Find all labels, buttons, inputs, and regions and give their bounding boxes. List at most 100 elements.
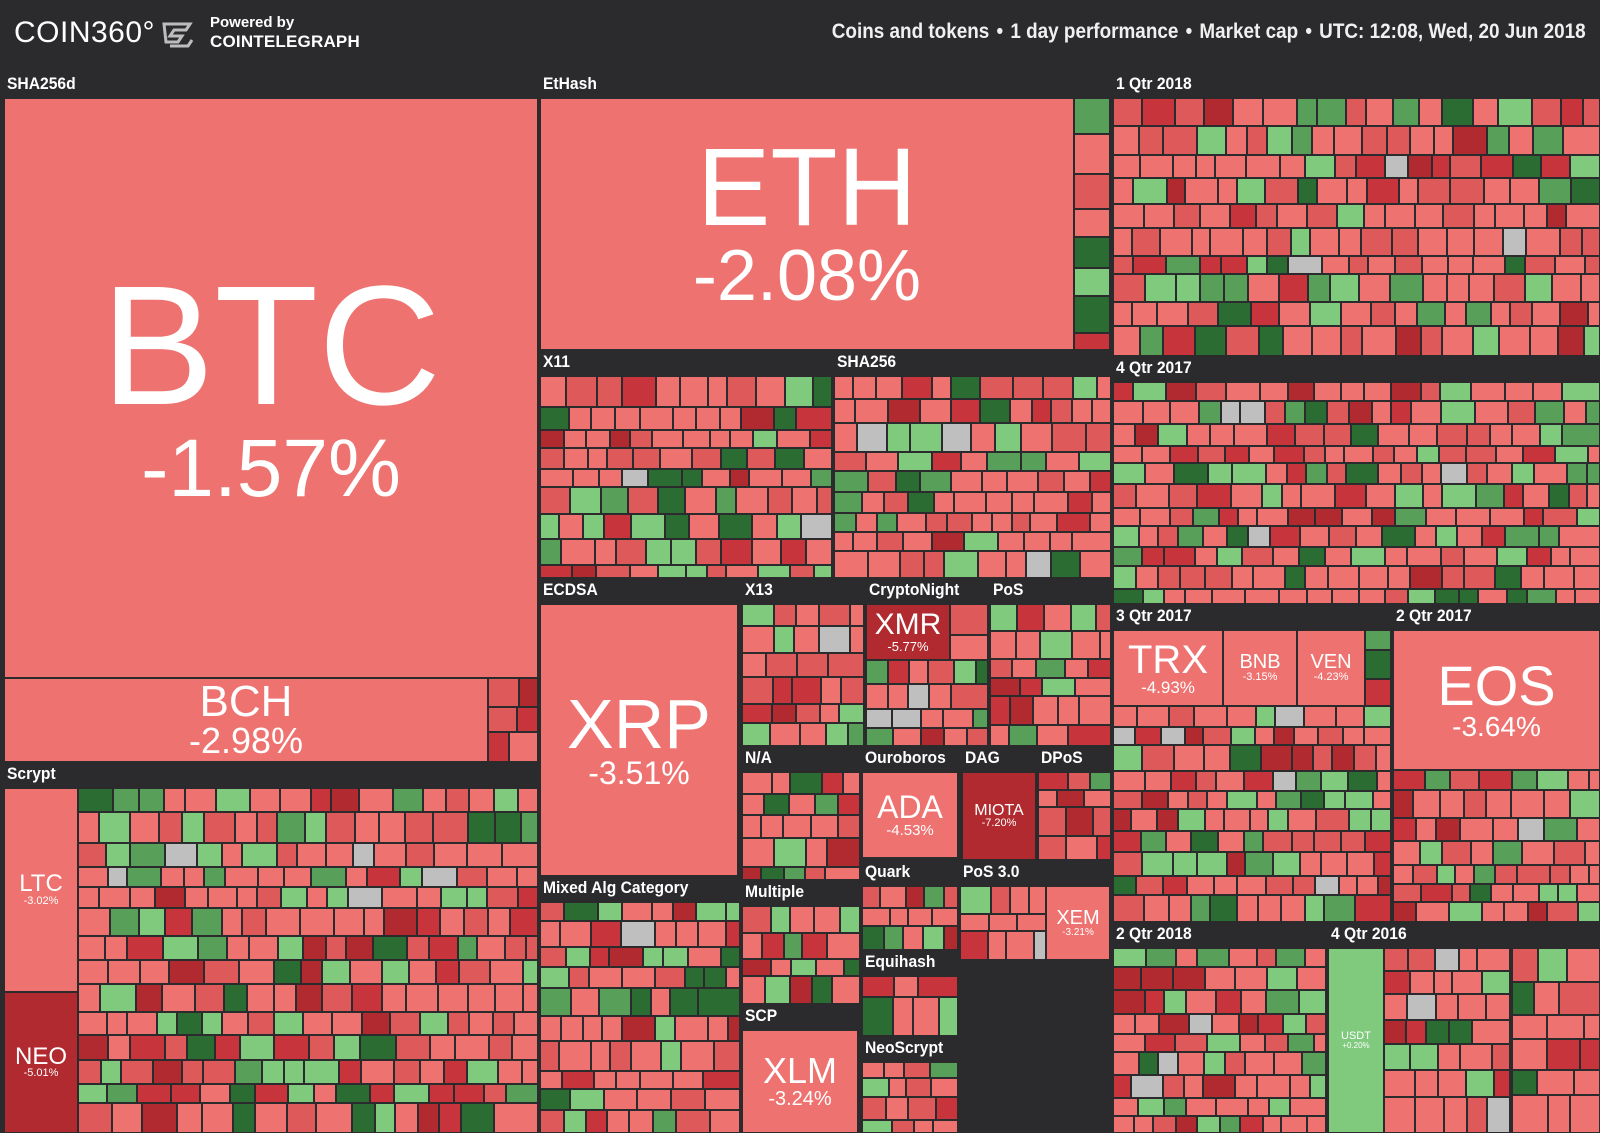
coin-tile[interactable] [469,1012,493,1035]
coin-tile-eos[interactable]: EOS -3.64% [1393,630,1600,770]
coin-tile[interactable] [1300,852,1321,876]
coin-tile[interactable] [429,936,458,960]
group-quark[interactable]: Quark [860,860,958,950]
coin-tile[interactable] [978,551,1006,578]
coin-tile[interactable] [1259,326,1283,356]
coin-tile[interactable] [1197,852,1227,876]
coin-tile[interactable] [108,867,127,887]
group-q2-2017[interactable]: 2 Qtr 2017 EOS -3.64% [1391,604,1600,922]
coin-tile[interactable] [139,908,165,936]
coin-tile[interactable] [610,430,630,448]
coin-tile[interactable] [564,1110,586,1133]
coin-tile[interactable] [311,788,331,812]
coin-tile[interactable] [540,1071,562,1089]
coin-tile[interactable] [1434,126,1453,155]
coin-tile[interactable] [1497,547,1527,566]
coin-tile[interactable] [1297,98,1317,126]
coin-tile[interactable] [1258,1014,1283,1034]
coin-tile[interactable] [1159,1014,1189,1034]
coin-tile[interactable] [1113,727,1135,745]
coin-tile[interactable] [352,1103,375,1133]
coin-tile[interactable] [1113,876,1136,895]
coin-tile[interactable] [1523,446,1555,463]
coin-tile[interactable] [326,843,353,867]
coin-tile[interactable] [458,936,477,960]
coin-tile[interactable] [274,984,296,1012]
coin-tile[interactable] [1460,818,1493,841]
coin-tile[interactable] [1052,423,1086,452]
coin-tile[interactable] [1378,463,1401,484]
coin-tile[interactable] [278,936,303,960]
coin-tile[interactable] [607,1110,629,1133]
coin-tile[interactable] [406,843,434,867]
coin-tile[interactable] [1371,809,1391,831]
coin-tile[interactable] [257,887,281,908]
coin-tile[interactable] [1512,1070,1537,1095]
coin-tile[interactable] [1443,204,1474,228]
coin-tile[interactable] [314,1084,336,1103]
coin-tile[interactable] [239,960,274,984]
coin-tile[interactable] [1267,424,1295,446]
coin-tile[interactable] [721,947,740,967]
coin-tile[interactable] [222,1012,248,1035]
coin-tile[interactable] [1068,725,1111,746]
coin-tile[interactable] [765,976,790,1004]
coin-tile[interactable] [1364,727,1391,745]
coin-tile[interactable] [1512,770,1537,790]
coin-tile[interactable] [1317,178,1347,204]
coin-tile[interactable] [1422,256,1448,274]
coin-tile[interactable] [1064,471,1090,492]
coin-tile[interactable] [1490,508,1524,526]
coin-tile[interactable] [1539,178,1571,204]
coin-tile[interactable] [1163,1075,1184,1098]
coin-tile[interactable] [326,936,346,960]
coin-tile[interactable] [1482,526,1505,547]
coin-tile[interactable] [1227,852,1245,876]
coin-tile[interactable] [742,772,772,794]
coin-tile[interactable] [774,838,806,867]
coin-tile[interactable] [540,1110,564,1133]
coin-tile[interactable] [1157,302,1188,326]
coin-tile[interactable] [1452,971,1482,994]
coin-tile[interactable] [417,908,440,936]
coin-tile[interactable] [866,709,892,728]
coin-tile[interactable] [1346,98,1366,126]
coin-tile[interactable] [457,867,487,887]
coin-tile[interactable] [540,1016,561,1041]
coin-tile[interactable] [742,976,765,1004]
coin-tile[interactable] [906,886,924,908]
coin-tile[interactable] [1385,204,1415,228]
coin-tile[interactable] [658,565,686,578]
coin-tile[interactable] [1113,302,1132,326]
coin-tile[interactable] [1196,771,1216,791]
coin-tile[interactable] [1157,809,1178,831]
coin-tile[interactable] [1072,399,1092,423]
coin-tile[interactable] [862,1078,889,1097]
coin-tile[interactable] [1235,1075,1257,1098]
coin-tile[interactable] [108,1035,130,1060]
coin-tile[interactable] [1541,155,1570,178]
coin-tile[interactable] [591,407,615,430]
coin-tile[interactable] [1413,790,1440,818]
coin-tile[interactable] [230,1084,255,1103]
coin-tile[interactable] [862,908,890,926]
coin-tile[interactable] [1442,841,1471,865]
coin-tile[interactable] [1113,589,1143,604]
coin-tile[interactable] [843,772,860,794]
coin-tile[interactable] [1170,401,1199,424]
coin-tile[interactable] [633,448,660,469]
coin-tile[interactable] [1415,1070,1438,1097]
coin-tile-btc[interactable]: BTC -1.57% [4,98,538,678]
coin-tile[interactable] [429,1084,454,1103]
coin-tile[interactable] [707,565,726,578]
coin-tile[interactable] [1097,376,1111,399]
coin-tile[interactable] [1176,948,1197,967]
coin-tile[interactable] [936,1097,958,1120]
coin-tile[interactable] [1145,771,1171,791]
coin-tile[interactable] [1385,589,1408,604]
coin-tile[interactable] [1393,865,1413,884]
coin-tile[interactable] [698,988,740,1016]
coin-tile[interactable] [1325,446,1344,463]
coin-tile[interactable] [1455,865,1474,884]
coin-tile[interactable] [467,1060,498,1084]
